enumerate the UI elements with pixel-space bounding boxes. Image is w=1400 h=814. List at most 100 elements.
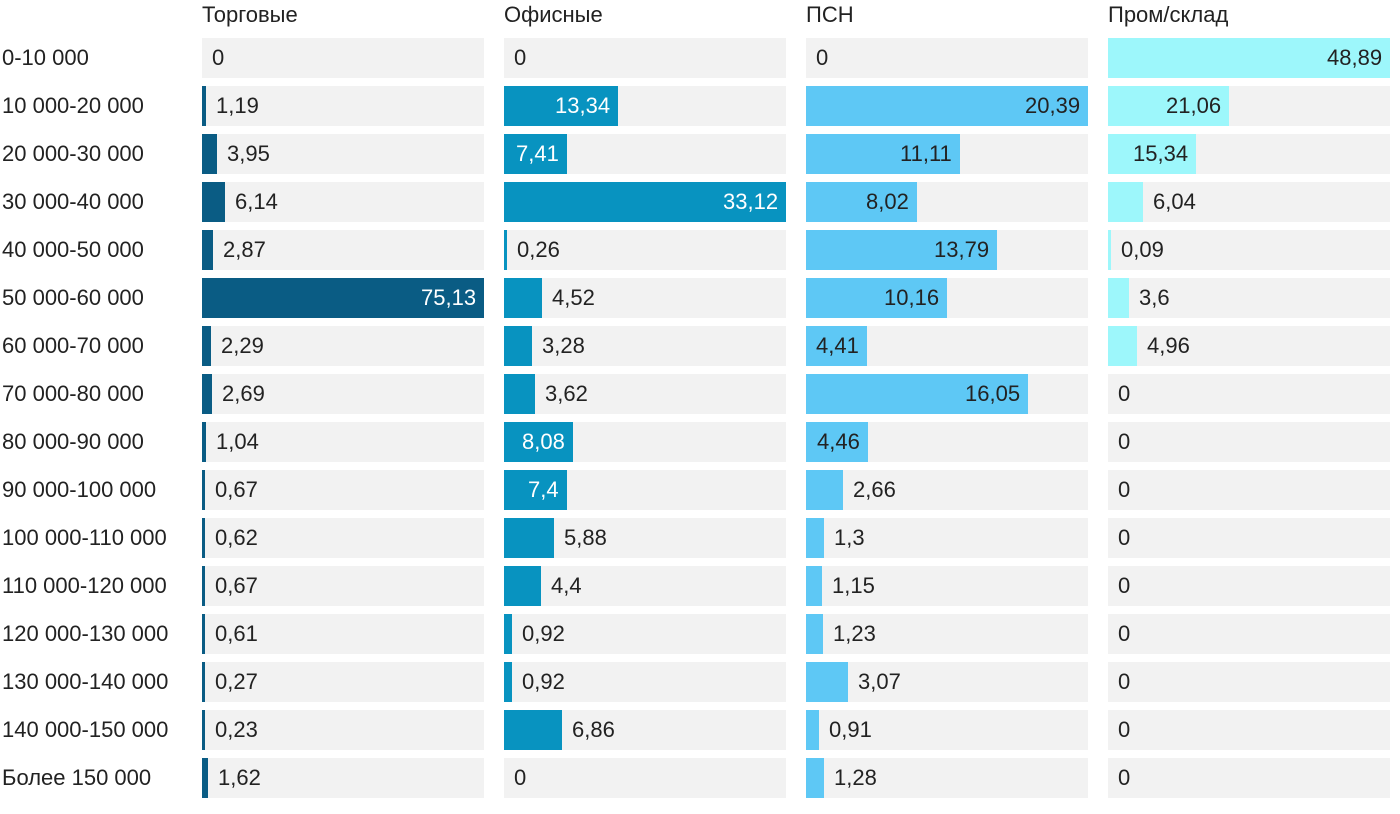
data-label: 6,86 bbox=[572, 717, 615, 742]
bar bbox=[202, 422, 206, 462]
bar-track: 1,62 bbox=[202, 758, 484, 798]
data-label: 10,16 bbox=[884, 285, 940, 310]
bar bbox=[202, 374, 212, 414]
bar-track: 20,39 bbox=[806, 86, 1088, 126]
bar bbox=[504, 422, 573, 462]
bar-track: 0,27 bbox=[202, 662, 484, 702]
data-label: 11,11 bbox=[900, 141, 952, 166]
bar bbox=[202, 182, 225, 222]
bar bbox=[202, 758, 208, 798]
data-label: 0,92 bbox=[522, 621, 565, 646]
bar-track: 11,11 bbox=[806, 134, 1088, 174]
category-label: 90 000-100 000 bbox=[2, 477, 157, 502]
bar bbox=[806, 758, 824, 798]
bar-track: 0 bbox=[1108, 710, 1390, 750]
bar bbox=[202, 326, 211, 366]
bar-track: 3,28 bbox=[504, 326, 786, 366]
bar-track: 8,08 bbox=[504, 422, 786, 462]
bar-track: 0 bbox=[1108, 470, 1390, 510]
series-header: Пром/склад bbox=[1108, 2, 1229, 27]
bar-track: 3,6 bbox=[1108, 278, 1390, 318]
bar-track: 0,91 bbox=[806, 710, 1088, 750]
bar-track: 8,02 bbox=[806, 182, 1088, 222]
bar bbox=[202, 134, 217, 174]
bar bbox=[504, 326, 532, 366]
data-label: 1,15 bbox=[832, 573, 875, 598]
category-label: 120 000-130 000 bbox=[2, 621, 169, 646]
category-label: 140 000-150 000 bbox=[2, 717, 169, 742]
bar-track: 4,52 bbox=[504, 278, 786, 318]
data-label: 3,62 bbox=[545, 381, 588, 406]
bar-track: 0,92 bbox=[504, 662, 786, 702]
bar bbox=[806, 374, 1028, 414]
bar bbox=[806, 566, 822, 606]
bar bbox=[202, 86, 206, 126]
data-label: 1,04 bbox=[216, 429, 259, 454]
data-label: 3,28 bbox=[542, 333, 585, 358]
category-label: 0-10 000 bbox=[2, 45, 89, 70]
category-label: 80 000-90 000 bbox=[2, 429, 144, 454]
bar bbox=[1108, 182, 1143, 222]
data-label: 0,91 bbox=[829, 717, 872, 742]
bar bbox=[806, 86, 1088, 126]
bar bbox=[504, 374, 535, 414]
bar bbox=[806, 518, 824, 558]
bar-track: 21,06 bbox=[1108, 86, 1390, 126]
bar-track: 4,4 bbox=[504, 566, 786, 606]
bar-track: 1,19 bbox=[202, 86, 484, 126]
bar bbox=[806, 278, 947, 318]
data-label: 0,67 bbox=[215, 477, 258, 502]
data-label: 3,95 bbox=[227, 141, 270, 166]
data-label: 0,67 bbox=[215, 573, 258, 598]
category-label: 30 000-40 000 bbox=[2, 189, 144, 214]
bar bbox=[1108, 278, 1129, 318]
bar bbox=[202, 230, 213, 270]
data-label: 8,02 bbox=[866, 189, 909, 214]
bar-track: 0 bbox=[504, 758, 786, 798]
series-header: ПСН bbox=[806, 2, 854, 27]
bar bbox=[504, 230, 507, 270]
category-label: 100 000-110 000 bbox=[2, 525, 167, 550]
data-label: 1,19 bbox=[216, 93, 259, 118]
bar-track: 1,15 bbox=[806, 566, 1088, 606]
category-label: 20 000-30 000 bbox=[2, 141, 144, 166]
bar-track: 0,92 bbox=[504, 614, 786, 654]
data-label: 0,23 bbox=[215, 717, 258, 742]
bar bbox=[1108, 230, 1111, 270]
data-label: 6,04 bbox=[1153, 189, 1196, 214]
data-label: 48,89 bbox=[1327, 45, 1383, 70]
data-label: 2,87 bbox=[223, 237, 266, 262]
bar-track: 6,04 bbox=[1108, 182, 1390, 222]
data-label: 2,69 bbox=[222, 381, 265, 406]
bar bbox=[1108, 134, 1196, 174]
category-label: 60 000-70 000 bbox=[2, 333, 144, 358]
bar-track: 1,04 bbox=[202, 422, 484, 462]
bar bbox=[1108, 326, 1137, 366]
bar-track: 6,86 bbox=[504, 710, 786, 750]
bar bbox=[806, 182, 917, 222]
bar bbox=[806, 422, 868, 462]
bar-track: 1,28 bbox=[806, 758, 1088, 798]
data-label: 1,3 bbox=[834, 525, 865, 550]
bar bbox=[202, 614, 205, 654]
category-label: 110 000-120 000 bbox=[2, 573, 167, 598]
bar-track: 2,69 bbox=[202, 374, 484, 414]
data-label: 1,28 bbox=[834, 765, 877, 790]
bar-track: 5,88 bbox=[504, 518, 786, 558]
data-label: 13,34 bbox=[555, 93, 611, 118]
data-label: 4,41 bbox=[816, 333, 859, 358]
bar bbox=[202, 470, 205, 510]
data-label: 3,07 bbox=[858, 669, 901, 694]
bar bbox=[504, 86, 618, 126]
bar-track: 0 bbox=[1108, 758, 1390, 798]
bar-track: 0 bbox=[1108, 518, 1390, 558]
data-label: 5,88 bbox=[564, 525, 607, 550]
bar-track: 0 bbox=[1108, 662, 1390, 702]
bar-track: 0 bbox=[806, 38, 1088, 78]
bar bbox=[806, 134, 960, 174]
bar-track: 0 bbox=[1108, 422, 1390, 462]
bar-track: 10,16 bbox=[806, 278, 1088, 318]
data-label: 0 bbox=[1118, 477, 1131, 502]
bar bbox=[806, 230, 997, 270]
bar-track: 13,79 bbox=[806, 230, 1088, 270]
